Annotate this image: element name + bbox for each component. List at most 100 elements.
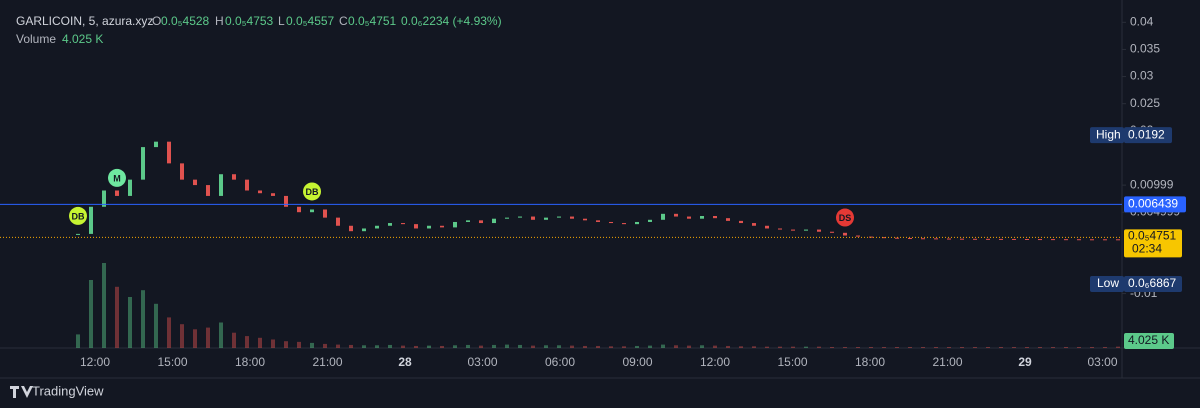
candle <box>180 163 184 180</box>
candle <box>713 216 717 219</box>
ohlc-key: L <box>278 14 285 28</box>
candle <box>700 216 704 219</box>
volume-bar <box>414 345 418 348</box>
volume-bar <box>999 346 1003 348</box>
candle <box>505 217 509 219</box>
candle <box>596 220 600 222</box>
candle <box>89 206 93 234</box>
x-tick-label: 12:00 <box>700 355 730 369</box>
candle <box>687 216 691 219</box>
y-tick-label: 0.04 <box>1130 14 1154 28</box>
volume-bar <box>726 345 730 348</box>
candle <box>921 238 925 240</box>
volume-bar <box>843 346 847 348</box>
volume-bar <box>973 346 977 348</box>
volume-bar <box>544 345 548 348</box>
candle <box>76 233 80 235</box>
candle <box>622 223 626 225</box>
candle <box>531 216 535 220</box>
volume-bar <box>635 345 639 348</box>
x-tick-label: 09:00 <box>622 355 652 369</box>
volume-bar <box>908 346 912 348</box>
volume-tag <box>1124 333 1174 349</box>
x-tick-label: 21:00 <box>312 355 342 369</box>
countdown: 02:34 <box>1132 242 1162 256</box>
volume-bar <box>960 346 964 348</box>
candle <box>284 195 288 207</box>
volume-bar <box>219 322 223 348</box>
candle <box>1038 239 1042 241</box>
low-tag <box>1124 276 1182 292</box>
x-tick-label: 29 <box>1018 355 1032 369</box>
logo <box>10 386 33 398</box>
volume-bar <box>362 345 366 348</box>
candle <box>674 213 678 217</box>
ohlc-value: 0.0₅4753 <box>225 14 274 28</box>
x-tick-label: 21:00 <box>932 355 962 369</box>
volume-bar <box>180 324 184 348</box>
volume-bar <box>427 345 431 348</box>
volume-bar <box>934 346 938 348</box>
volume-bar <box>648 345 652 348</box>
volume-bar <box>596 345 600 348</box>
low-key-tag <box>1090 276 1124 292</box>
volume-bar <box>245 336 249 348</box>
signal-marker <box>836 208 854 227</box>
volume-bar <box>778 346 782 348</box>
change: 0.0₆2234 (+4.93%) <box>401 14 502 28</box>
volume-bar <box>739 346 743 348</box>
volume-bar <box>76 334 80 348</box>
volume-bar <box>713 345 717 348</box>
candle <box>336 217 340 226</box>
volume-tag-text: 4.025 K <box>1128 333 1169 347</box>
volume-bar <box>622 346 626 348</box>
candle <box>466 220 470 222</box>
candle <box>115 190 119 196</box>
high-value: 0.0192 <box>1128 127 1165 141</box>
x-tick-label: 03:00 <box>1087 355 1117 369</box>
candle <box>453 221 457 228</box>
candle <box>843 232 847 236</box>
candle <box>492 218 496 224</box>
candle <box>375 225 379 229</box>
volume-bar <box>349 344 353 348</box>
ohlc-value: 0.0₅4751 <box>348 14 397 28</box>
x-tick-label: 28 <box>398 355 412 369</box>
candle <box>934 238 938 240</box>
candle <box>1025 239 1029 241</box>
ohlc-value: 0.0₅4528 <box>161 14 210 28</box>
volume-bar <box>492 344 496 348</box>
current-price: 0.0₅4751 <box>1128 229 1177 243</box>
candle <box>141 147 145 180</box>
volume-bar <box>115 286 119 348</box>
volume-bar <box>466 344 470 348</box>
volume-bar <box>570 345 574 348</box>
volume-bar <box>128 297 132 348</box>
plot <box>0 21 1126 348</box>
volume-bar <box>310 342 314 348</box>
volume-bar <box>89 280 93 348</box>
candle <box>635 221 639 225</box>
candle <box>999 238 1003 240</box>
volume-bar <box>531 345 535 348</box>
x-tick-label: 15:00 <box>157 355 187 369</box>
volume-bar <box>1077 346 1081 348</box>
candle <box>804 229 808 231</box>
volume-bar <box>1103 346 1107 348</box>
candle <box>427 225 431 229</box>
volume-bar <box>947 346 951 348</box>
x-tick-label: 06:00 <box>545 355 575 369</box>
volume-bar <box>557 345 561 348</box>
volume-bar <box>440 345 444 348</box>
candle <box>297 206 301 213</box>
candle <box>388 223 392 226</box>
candle <box>895 237 899 239</box>
candle <box>1103 239 1107 241</box>
signal-label: DB <box>306 187 319 197</box>
candle <box>648 219 652 222</box>
candle <box>362 228 366 232</box>
candle <box>609 221 613 224</box>
volume-bar <box>154 303 158 348</box>
volume-bar <box>258 337 262 348</box>
candle <box>258 190 262 194</box>
